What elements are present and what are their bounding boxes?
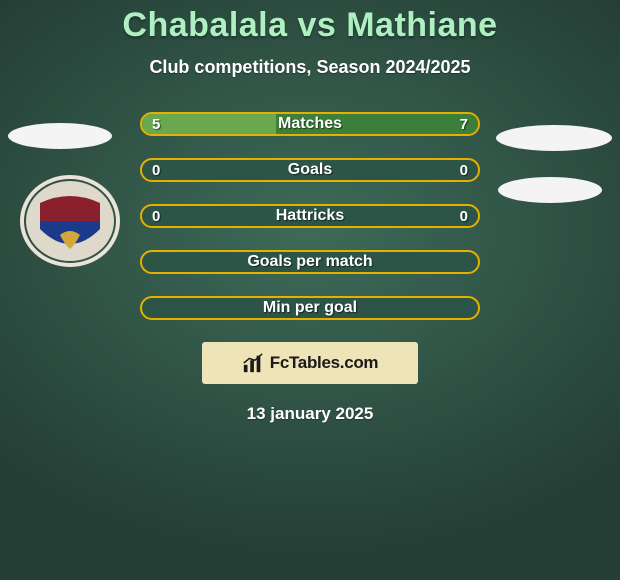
oval-right-1 bbox=[496, 125, 612, 151]
team-crest-left bbox=[20, 175, 120, 267]
stat-label: Matches bbox=[142, 114, 478, 134]
source-logo: FcTables.com bbox=[202, 342, 418, 384]
date-text: 13 january 2025 bbox=[0, 404, 620, 424]
stat-row-wrap: Min per goal bbox=[0, 296, 620, 320]
stat-label: Hattricks bbox=[142, 206, 478, 226]
stat-row: 00Goals bbox=[140, 158, 480, 182]
stat-label: Goals per match bbox=[142, 252, 478, 272]
stat-label: Goals bbox=[142, 160, 478, 180]
subtitle: Club competitions, Season 2024/2025 bbox=[0, 57, 620, 78]
infographic-content: Chabalala vs Mathiane Club competitions,… bbox=[0, 0, 620, 424]
stat-row: Goals per match bbox=[140, 250, 480, 274]
stat-row: 57Matches bbox=[140, 112, 480, 136]
stat-row: 00Hattricks bbox=[140, 204, 480, 228]
oval-left bbox=[8, 123, 112, 149]
page-title: Chabalala vs Mathiane bbox=[0, 6, 620, 45]
oval-right-2 bbox=[498, 177, 602, 203]
stat-label: Min per goal bbox=[142, 298, 478, 318]
stat-row: Min per goal bbox=[140, 296, 480, 320]
source-logo-text: FcTables.com bbox=[270, 353, 379, 373]
bar-chart-icon bbox=[242, 352, 264, 374]
